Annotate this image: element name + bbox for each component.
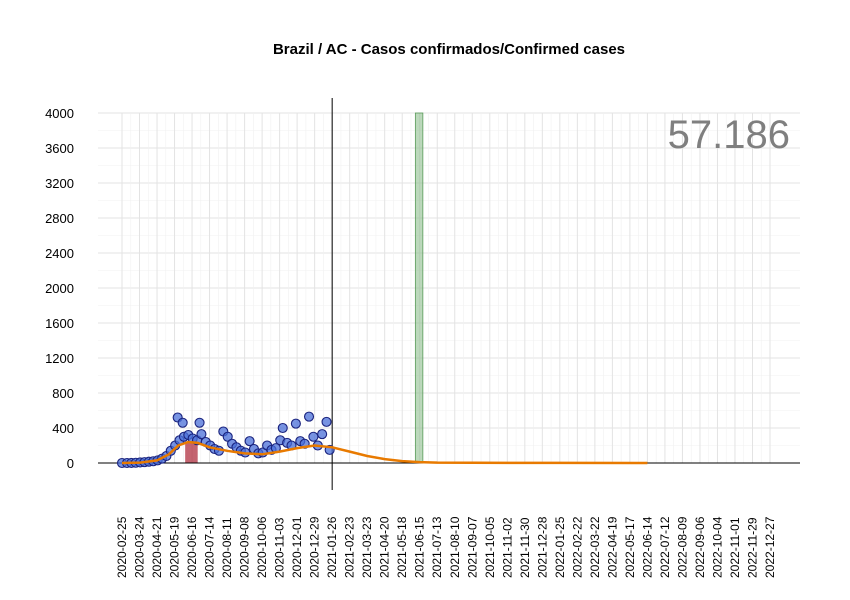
x-tick-label: 2021-02-23 [343, 516, 357, 578]
y-tick-label: 0 [67, 456, 74, 471]
chart-title: Brazil / AC - Casos confirmados/Confirme… [273, 41, 625, 58]
x-tick-label: 2021-04-20 [378, 516, 392, 578]
x-tick-label: 2021-03-23 [360, 516, 374, 578]
y-tick-labels: 0 400 800 1200 1600 2000 2400 2800 3200 3600 4000 [45, 106, 74, 471]
x-tick-label: 2020-12-29 [308, 516, 322, 578]
x-tick-label: 2022-04-19 [605, 516, 619, 578]
x-tick-label: 2021-07-13 [430, 516, 444, 578]
x-tick-label: 2020-09-08 [238, 516, 252, 578]
y-tick-label: 400 [52, 421, 74, 436]
x-tick-label: 2021-12-28 [535, 516, 549, 578]
x-tick-label: 2022-08-09 [675, 516, 689, 578]
x-tick-label: 2021-08-10 [448, 516, 462, 578]
y-tick-label: 1200 [45, 351, 74, 366]
x-tick-label: 2022-11-01 [728, 517, 742, 578]
y-tick-label: 3200 [45, 176, 74, 191]
x-tick-label: 2020-04-21 [150, 516, 164, 578]
x-tick-label: 2020-12-01 [290, 516, 304, 578]
observed-point [277, 422, 288, 434]
y-tick-label: 800 [52, 386, 74, 401]
x-tick-label: 2022-09-06 [693, 516, 707, 578]
x-tick-label: 2021-10-05 [483, 516, 497, 578]
x-tick-labels: 2020-02-25 2020-03-24 2020-04-21 2020-05-19… [115, 516, 777, 578]
observed-point [244, 436, 255, 447]
red-band [185, 442, 198, 463]
y-tick-label: 3600 [45, 141, 74, 156]
x-tick-label: 2022-11-29 [745, 517, 759, 578]
observed-point [321, 416, 332, 427]
highlight-band [414, 112, 424, 464]
y-tick-label: 1600 [45, 316, 74, 331]
observed-point [308, 431, 319, 442]
fitted-curve [121, 440, 648, 465]
y-tick-label: 2000 [45, 281, 74, 296]
x-tick-label: 2021-11-30 [518, 517, 532, 578]
x-tick-label: 2022-12-27 [763, 516, 777, 578]
y-tick-label: 2400 [45, 246, 74, 261]
observed-point [194, 417, 205, 428]
observed-point [303, 411, 315, 422]
series [116, 411, 648, 469]
x-tick-label: 2022-01-25 [553, 516, 567, 578]
x-tick-label: 2021-11-02 [500, 517, 514, 578]
x-tick-label: 2020-08-11 [220, 517, 234, 578]
x-tick-label: 2021-01-26 [325, 516, 339, 578]
x-tick-label: 2020-07-14 [203, 516, 217, 578]
x-tick-label: 2022-10-04 [710, 516, 724, 578]
observed-point [290, 418, 301, 429]
x-tick-label: 2022-07-12 [658, 516, 672, 578]
observed-point [196, 429, 207, 440]
total-cases-label: 57.186 [668, 113, 790, 157]
x-tick-label: 2020-06-16 [185, 516, 199, 578]
x-tick-label: 2022-03-22 [588, 516, 602, 578]
x-tick-label: 2021-09-07 [465, 516, 479, 578]
y-tick-label: 4000 [45, 106, 74, 121]
observed-point [317, 429, 328, 440]
y-tick-label: 2800 [45, 211, 74, 226]
observed-point [177, 417, 188, 428]
x-tick-label: 2021-05-18 [395, 516, 409, 578]
x-tick-label: 2022-02-22 [570, 516, 584, 578]
x-tick-label: 2021-06-15 [413, 516, 427, 578]
x-tick-label: 2020-03-24 [133, 516, 147, 578]
x-tick-label: 2020-02-25 [115, 516, 129, 578]
x-tick-label: 2020-11-03 [273, 517, 287, 578]
grid [98, 112, 800, 464]
x-tick-label: 2022-05-17 [623, 516, 637, 578]
x-tick-label: 2020-05-19 [168, 516, 182, 578]
x-tick-label: 2022-06-14 [640, 516, 654, 578]
x-tick-label: 2020-10-06 [255, 516, 269, 578]
